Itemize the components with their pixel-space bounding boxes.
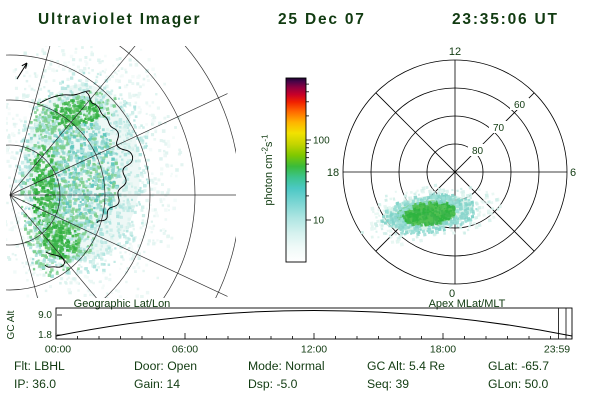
coastline-main: [85, 91, 134, 224]
polar-dial-grid: [342, 59, 568, 285]
mlat-label-bg-60: [510, 98, 529, 110]
status-dsp: Dsp: -5.0: [248, 377, 298, 391]
colorbar-gradient: [285, 77, 307, 263]
unit-exp-1: -2: [261, 147, 270, 155]
status-gcalt: GC Alt: 5.4 Re: [367, 359, 445, 373]
mlt-label-12: 12: [449, 46, 461, 58]
mlat-label-bg-80: [468, 144, 487, 156]
mlat-label-70: 70: [493, 123, 505, 134]
colorbar-tick-10: 10: [313, 216, 325, 227]
xtick-1800: 18:00: [430, 344, 456, 356]
mlt-label-0: 0: [449, 288, 455, 300]
time-label: 23:35:06 UT: [452, 11, 559, 28]
unit-exp-2: -1: [261, 134, 270, 142]
mlt-label-6: 6: [570, 167, 576, 179]
colorbar-ticks: [306, 83, 311, 221]
ytick-label-1-8: 1.8: [38, 330, 52, 341]
status-flt: Flt: LBHL: [14, 359, 65, 373]
mlt-label-18: 18: [327, 167, 339, 179]
status-mode: Mode: Normal: [248, 359, 325, 373]
xtick-1200: 12:00: [301, 344, 327, 356]
colorbar-unit-label: photon cm-2s-1: [261, 134, 276, 206]
geo-caption: Geographic Lat/Lon: [74, 298, 171, 310]
geo-graticule: [6, 46, 236, 298]
current-time-marker: [558, 308, 567, 339]
mlat-label-80: 80: [472, 146, 484, 157]
coastline-top: [39, 90, 91, 104]
app-title: Ultraviolet Imager: [38, 11, 201, 28]
status-ip: IP: 36.0: [14, 377, 56, 391]
gcalt-curve: [55, 310, 573, 337]
strip-hour-ticks: [55, 333, 573, 339]
mlat-label-60: 60: [514, 100, 526, 111]
geo-panel: Geographic Lat/Lon: [6, 46, 236, 310]
mlat-label-bg-70: [489, 121, 508, 133]
polar-aurora-speckle: [360, 183, 502, 247]
colorbar: 100 10 photon cm-2s-1: [261, 77, 330, 263]
header: Ultraviolet Imager 25 Dec 07 23:35:06 UT: [38, 11, 559, 28]
status-glon: GLon: 50.0: [488, 377, 549, 391]
xtick-0600: 06:00: [172, 344, 198, 356]
polar-panel: 12 18 6 0 60 70 80 Apex MLat/MLT: [327, 46, 576, 310]
geo-aurora-speckle: [6, 46, 184, 298]
coastline-islet: [44, 251, 65, 268]
unit-part-1: photon cm: [263, 154, 275, 205]
status-glat: GLat: -65.7: [488, 359, 549, 373]
north-arrow-icon: [16, 62, 28, 80]
strip-ylabel: GC Alt: [6, 310, 17, 339]
status-seq: Seq: 39: [367, 377, 409, 391]
unit-part-2: s: [263, 141, 275, 147]
status-gain: Gain: 14: [134, 377, 180, 391]
ytick-label-9: 9.0: [38, 310, 52, 321]
colorbar-tick-100: 100: [313, 136, 330, 147]
apex-caption: Apex MLat/MLT: [429, 298, 506, 310]
xtick-0000: 00:00: [45, 344, 71, 356]
date-label: 25 Dec 07: [278, 11, 366, 28]
status-door: Door: Open: [134, 359, 197, 373]
status-bar: Flt: LBHL Door: Open Mode: Normal GC Alt…: [14, 359, 549, 391]
gcalt-strip: 9.0 1.8 GC Alt 00:00 06:00 12:00 18:00 2…: [6, 307, 573, 356]
xtick-2359: 23:59: [544, 344, 570, 356]
